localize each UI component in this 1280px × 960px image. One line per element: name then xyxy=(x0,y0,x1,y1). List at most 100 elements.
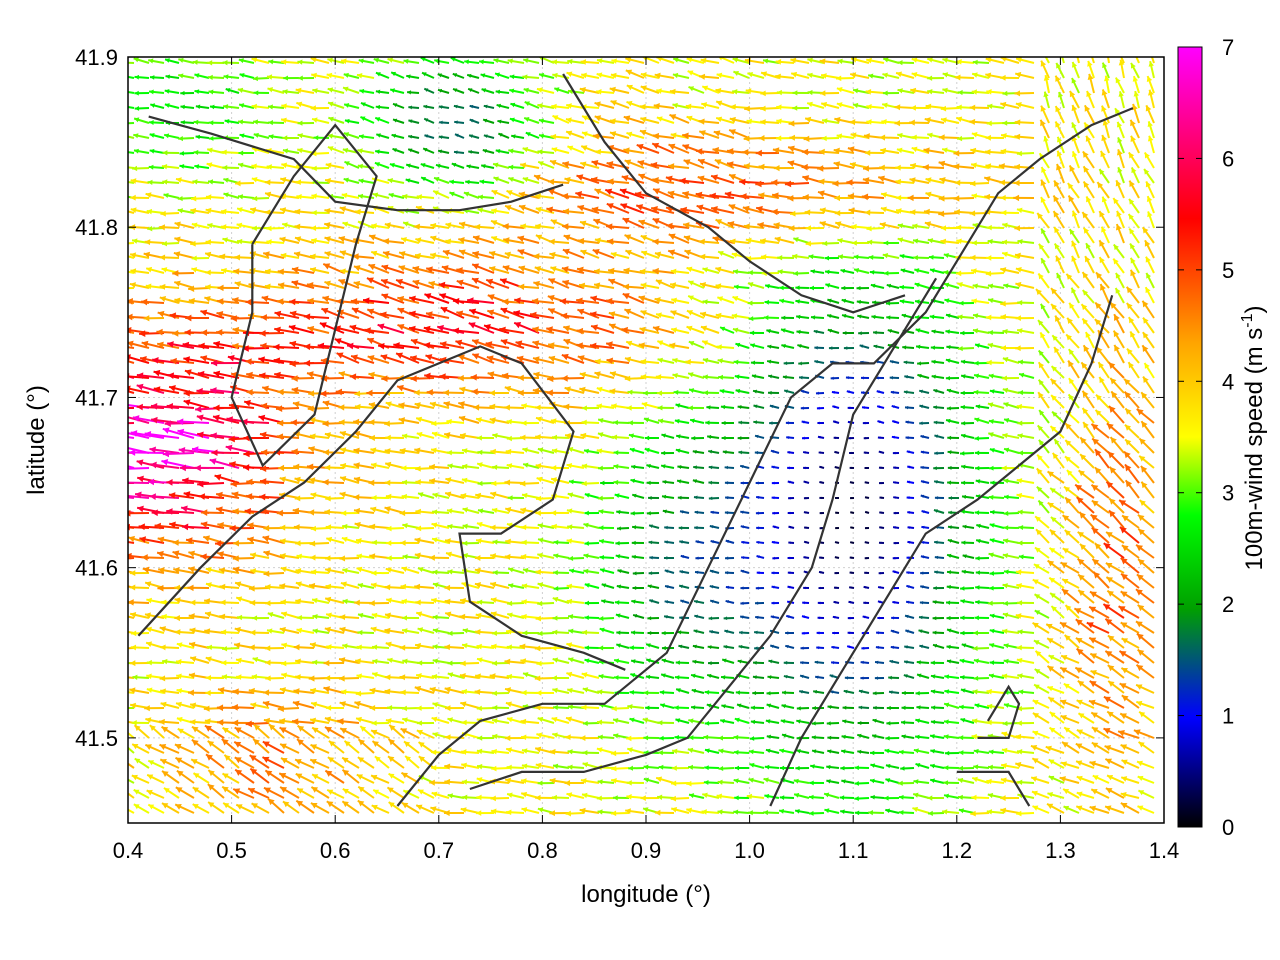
wind-vector xyxy=(401,566,420,574)
wind-vector xyxy=(166,402,195,410)
wind-vector xyxy=(766,734,780,739)
wind-vector xyxy=(652,267,675,275)
wind-vector xyxy=(596,72,615,79)
wind-vector xyxy=(505,538,525,545)
wind-vector xyxy=(146,773,165,784)
wind-vector xyxy=(258,356,285,364)
wind-vector xyxy=(288,324,315,334)
wind-vector xyxy=(629,645,645,651)
wind-vector xyxy=(475,538,495,544)
wind-vector xyxy=(913,748,930,754)
wind-vector xyxy=(174,236,195,244)
wind-vector xyxy=(506,463,525,469)
wind-vector xyxy=(274,326,300,334)
wind-vector xyxy=(734,717,750,724)
wind-vector xyxy=(837,254,855,260)
wind-vector xyxy=(825,283,840,289)
wind-vector xyxy=(596,795,615,802)
wind-vector xyxy=(652,238,675,246)
wind-vector xyxy=(291,266,315,274)
wind-vector xyxy=(802,194,825,201)
wind-vector xyxy=(491,208,510,214)
wind-vector xyxy=(1037,499,1050,514)
wind-vector xyxy=(584,658,600,664)
wind-vector xyxy=(461,448,480,454)
wind-vector xyxy=(907,465,915,469)
wind-vector xyxy=(133,803,150,814)
wind-vector xyxy=(548,178,570,186)
wind-vector xyxy=(625,808,645,815)
wind-vector xyxy=(535,495,555,502)
wind-vector xyxy=(864,496,870,499)
x-tick-label: 0.8 xyxy=(527,838,558,863)
wind-vector xyxy=(961,643,975,649)
wind-vector xyxy=(819,465,825,469)
wind-vector xyxy=(1016,705,1035,712)
wind-vector xyxy=(1062,547,1080,559)
wind-vector xyxy=(263,689,285,696)
wind-vector xyxy=(1135,57,1140,64)
wind-vector xyxy=(265,675,285,682)
wind-vector xyxy=(1129,330,1140,349)
wind-vector xyxy=(689,418,705,424)
wind-vector xyxy=(628,765,645,771)
wind-vector xyxy=(946,570,960,575)
wind-vector xyxy=(241,418,270,426)
wind-vector xyxy=(384,506,405,514)
wind-vector xyxy=(584,615,600,621)
wind-vector xyxy=(1060,761,1080,769)
wind-vector xyxy=(128,599,150,606)
wind-vector xyxy=(1016,207,1035,214)
wind-vector xyxy=(907,511,915,514)
wind-vector xyxy=(656,57,675,64)
wind-vector xyxy=(437,88,450,94)
wind-vector xyxy=(128,210,135,214)
wind-vector xyxy=(738,420,750,425)
wind-vector xyxy=(915,690,930,696)
wind-vector xyxy=(1052,210,1065,229)
wind-vector xyxy=(639,103,660,110)
wind-vector xyxy=(675,434,690,439)
wind-vector xyxy=(1045,623,1065,634)
wind-vector xyxy=(1124,463,1140,484)
wind-vector xyxy=(1032,730,1050,739)
wind-vector xyxy=(796,748,810,754)
wind-vector xyxy=(917,361,930,366)
wind-vector xyxy=(264,584,285,590)
wind-vector xyxy=(181,523,210,531)
wind-vector xyxy=(176,418,210,426)
wind-vector xyxy=(1050,303,1065,319)
wind-vector xyxy=(1146,195,1155,214)
wind-vector xyxy=(628,433,645,439)
wind-vector xyxy=(1048,726,1065,739)
wind-vector xyxy=(792,253,810,260)
wind-vector xyxy=(516,355,540,364)
wind-vector xyxy=(738,450,750,455)
wind-vector xyxy=(779,298,795,304)
wind-vector xyxy=(279,552,300,559)
wind-vector xyxy=(801,148,825,156)
wind-vector xyxy=(384,448,405,455)
wind-vector xyxy=(200,355,225,364)
wind-vector xyxy=(492,569,510,576)
wind-vector xyxy=(1136,573,1155,589)
wind-vector xyxy=(487,309,510,319)
wind-vector xyxy=(1076,775,1095,784)
wind-vector xyxy=(944,298,960,304)
wind-vector xyxy=(523,117,540,124)
wind-vector xyxy=(1017,673,1035,679)
wind-vector xyxy=(846,179,870,186)
wind-vector xyxy=(612,717,630,724)
wind-vector xyxy=(889,376,900,380)
wind-vector xyxy=(1150,57,1155,64)
wind-vector xyxy=(502,223,525,230)
wind-vector xyxy=(1053,242,1065,259)
wind-vector xyxy=(1090,788,1110,799)
wind-vector xyxy=(295,87,315,94)
wind-vector xyxy=(1032,621,1050,634)
wind-vector xyxy=(452,327,480,335)
wind-vector xyxy=(310,525,330,532)
wind-vector xyxy=(740,569,750,574)
wind-vector xyxy=(1101,196,1110,214)
wind-vector xyxy=(920,571,930,575)
